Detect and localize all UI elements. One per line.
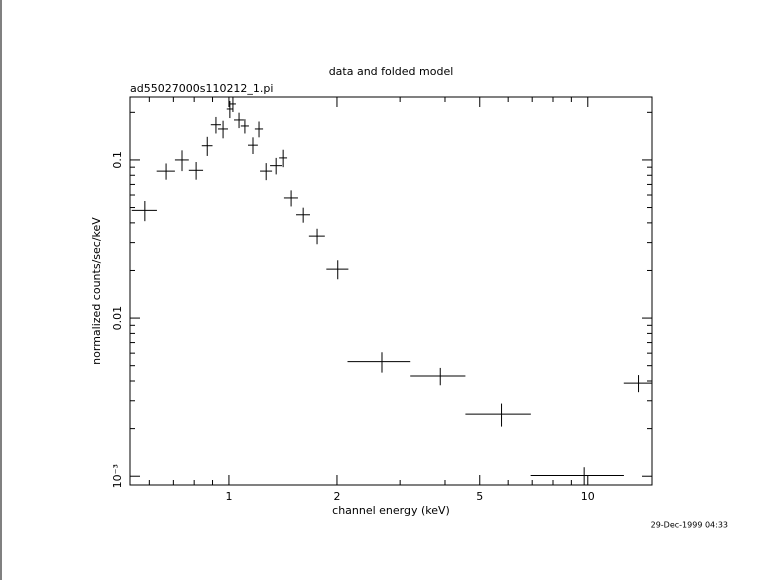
timestamp: 29-Dec-1999 04:33: [651, 521, 728, 530]
plot-frame: [129, 96, 653, 486]
x-tick-label: 10: [581, 490, 595, 503]
chart-title: data and folded model: [329, 65, 454, 78]
y-axis-label: normalized counts/sec/keV: [90, 217, 103, 365]
x-tick-label: 5: [476, 490, 483, 503]
x-axis-label: channel energy (keV): [332, 504, 450, 517]
y-tick-label: 0.1: [111, 151, 124, 169]
y-tick-label: 10⁻³: [111, 464, 124, 488]
y-tick-label: 0.01: [111, 306, 124, 331]
x-tick-label: 2: [333, 490, 340, 503]
chart-subtitle: ad55027000s110212_1.pi: [130, 82, 273, 95]
x-tick-label: 1: [225, 490, 232, 503]
